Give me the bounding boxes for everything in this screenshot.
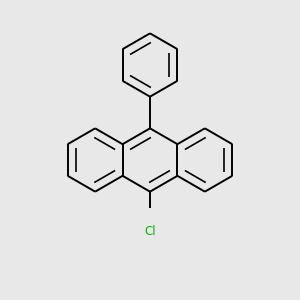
- Text: Cl: Cl: [144, 225, 156, 238]
